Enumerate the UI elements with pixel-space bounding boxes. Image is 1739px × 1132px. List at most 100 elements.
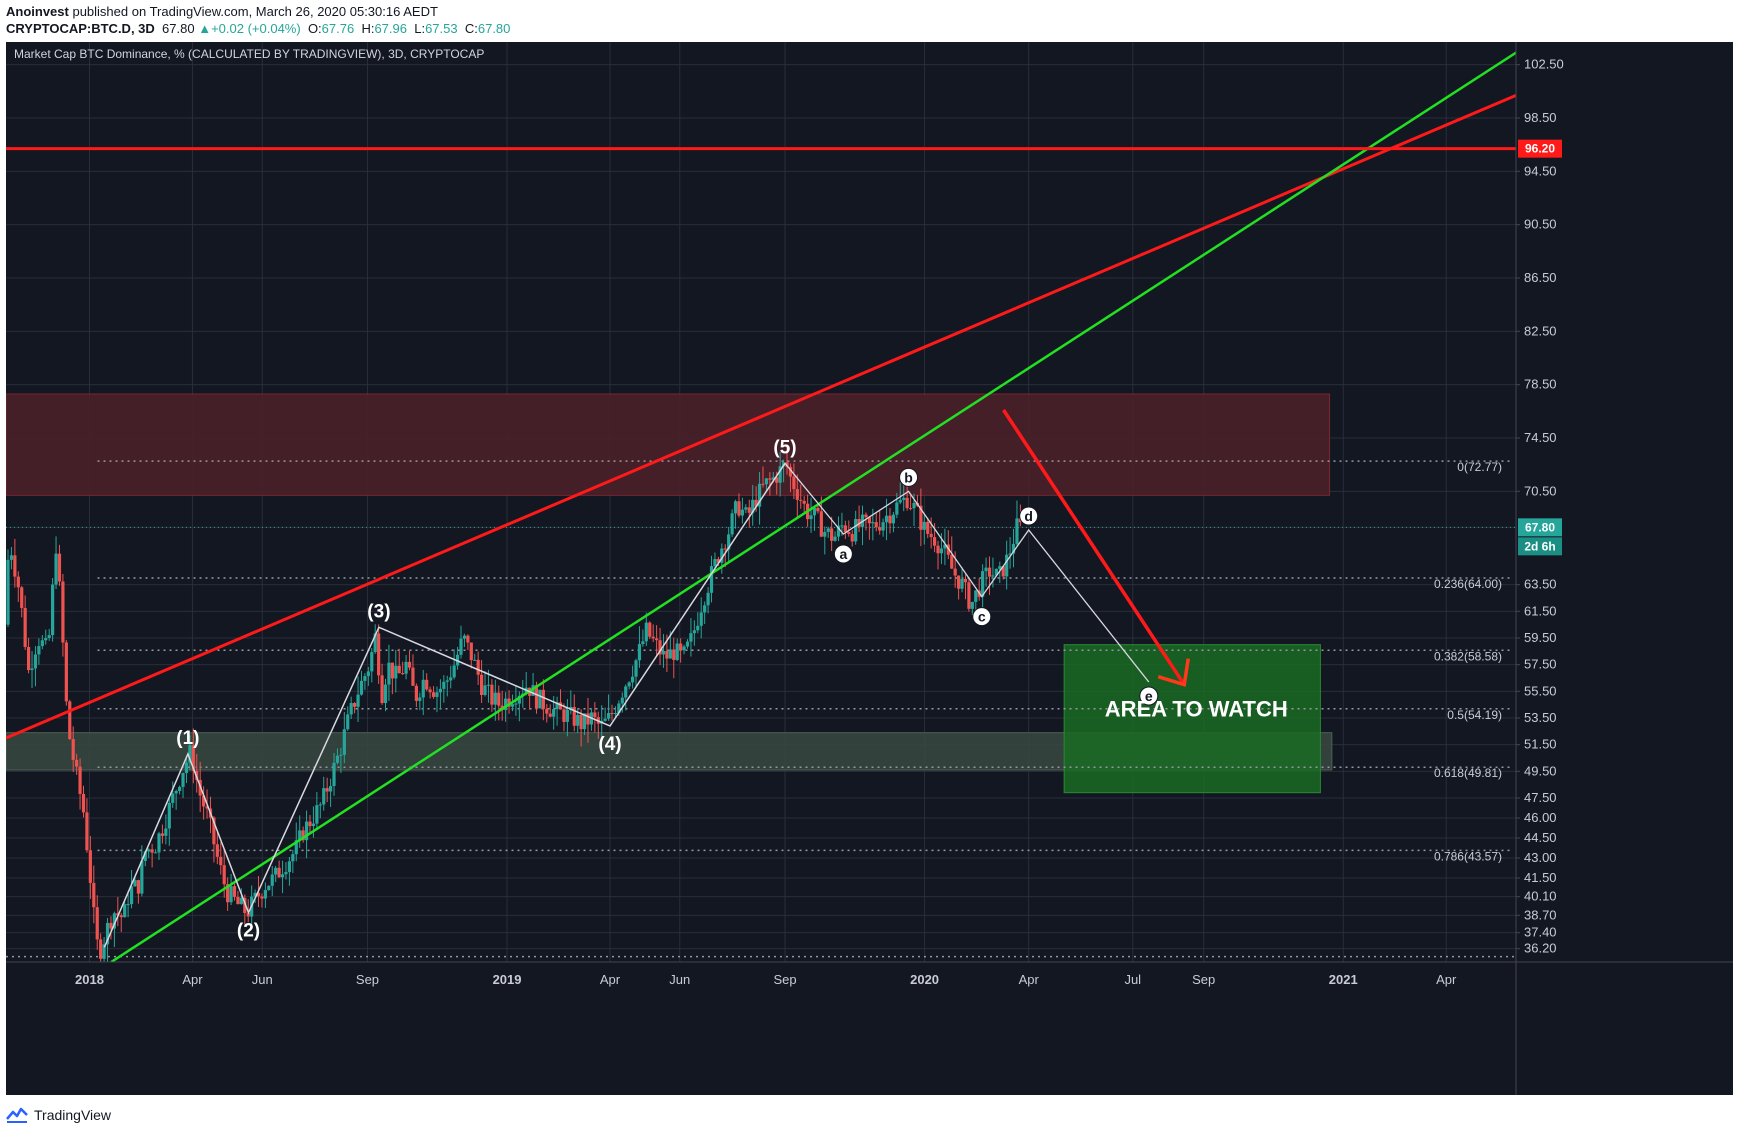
candle-body [809, 515, 813, 520]
y-tick-label: 90.50 [1524, 217, 1557, 232]
candle-body [884, 515, 889, 523]
candle-body [1011, 543, 1016, 554]
candle-body [634, 660, 638, 677]
candle-body [963, 578, 968, 583]
x-tick-label: Jun [252, 972, 273, 987]
candle-body [81, 793, 86, 813]
candle-body [644, 622, 648, 642]
candle-body [359, 680, 364, 695]
y-tick-label: 94.50 [1524, 163, 1557, 178]
candle-body [720, 548, 724, 563]
horizontal-level-badge [1518, 139, 1562, 158]
author-name[interactable]: Anoinvest [6, 4, 69, 19]
y-tick-label: 78.50 [1524, 377, 1557, 392]
candle-body [1005, 554, 1009, 577]
candle-body [929, 533, 933, 538]
candle-body [517, 695, 521, 704]
candle-body [610, 713, 614, 715]
candle-body [123, 904, 127, 918]
candle-body [274, 867, 278, 875]
candle-body [445, 680, 449, 682]
candle-body [737, 501, 741, 516]
candle-body [78, 766, 82, 794]
candle-body [243, 897, 247, 914]
candle-body [164, 828, 168, 836]
candle-body [23, 607, 27, 647]
candle-body [304, 821, 309, 841]
candle-body [795, 489, 799, 500]
header-publish-line: Anoinvest published on TradingView.com, … [6, 4, 438, 20]
candle-body [603, 718, 607, 721]
candle-body [970, 601, 974, 609]
candle-body [315, 805, 319, 824]
candle-body [723, 548, 727, 550]
header-ohlc-line: CRYPTOCAP:BTC.D, 3D 67.80 ▲+0.02 (+0.04%… [6, 21, 510, 37]
y-tick-label: 98.50 [1524, 110, 1557, 125]
y-tick-label: 38.70 [1524, 907, 1557, 922]
candle-body [51, 584, 55, 636]
y-tick-label: 63.50 [1524, 577, 1557, 592]
candle-body [407, 661, 412, 668]
candle-body [44, 638, 48, 641]
candle-body [926, 521, 930, 534]
candle-body [576, 714, 580, 726]
up-triangle-icon: ▲ [198, 21, 212, 36]
candle-body [545, 708, 549, 714]
x-tick-label: Sep [356, 972, 379, 987]
candle-body [984, 567, 988, 572]
candle-body [967, 582, 971, 609]
current-price-badge [1518, 518, 1562, 537]
candle-body [823, 531, 827, 537]
candle-body [895, 502, 899, 515]
candle-body [109, 922, 113, 929]
candle-body [387, 662, 391, 685]
candle-body [229, 886, 233, 903]
candle-body [332, 762, 336, 787]
candle-body [68, 701, 72, 740]
candle-body [112, 913, 116, 929]
candle-body [579, 714, 583, 730]
tradingview-logo-icon[interactable] [6, 1106, 28, 1124]
candle-body [328, 786, 333, 792]
candle-body [555, 702, 559, 710]
candle-body [981, 571, 985, 597]
candle-body [802, 500, 806, 504]
candle-body [181, 773, 185, 787]
candle-body [754, 499, 758, 507]
candle-body [129, 886, 134, 905]
candle-body [854, 519, 858, 542]
candle-body [476, 659, 480, 675]
support-trendline [110, 51, 1516, 962]
candle-body [270, 874, 274, 886]
candle-body [548, 713, 552, 717]
candle-body [699, 612, 703, 626]
candle-body [740, 509, 745, 516]
correction-label-a: a [839, 546, 847, 562]
candle-body [692, 630, 696, 634]
candle-body [191, 745, 195, 771]
y-tick-label: 57.50 [1524, 657, 1557, 672]
chart-area[interactable]: (1) (2) (3) (4) (5) a b c d e AREA TO WATCH 0(72.77… [6, 42, 1733, 1095]
candle-body [466, 635, 470, 643]
footer-brand[interactable]: TradingView [34, 1107, 112, 1123]
candle-body [936, 545, 940, 554]
candle-body [665, 650, 669, 659]
candle-body [974, 590, 978, 602]
correction-marker-d [1019, 506, 1039, 526]
candle-body [668, 649, 672, 659]
x-tick-label: 2020 [910, 972, 939, 987]
candle-body [353, 703, 357, 707]
candle-body [867, 517, 871, 524]
publish-info: published on TradingView.com, March 26, … [72, 4, 438, 19]
candle-body [177, 786, 182, 791]
candle-body [239, 897, 243, 905]
candle-body [263, 889, 267, 899]
candle-body [383, 684, 388, 704]
candle-body [226, 884, 230, 903]
correction-marker-b [899, 467, 919, 487]
candle-body [1015, 518, 1019, 544]
candle-body [431, 692, 436, 697]
candle-body [541, 689, 545, 709]
